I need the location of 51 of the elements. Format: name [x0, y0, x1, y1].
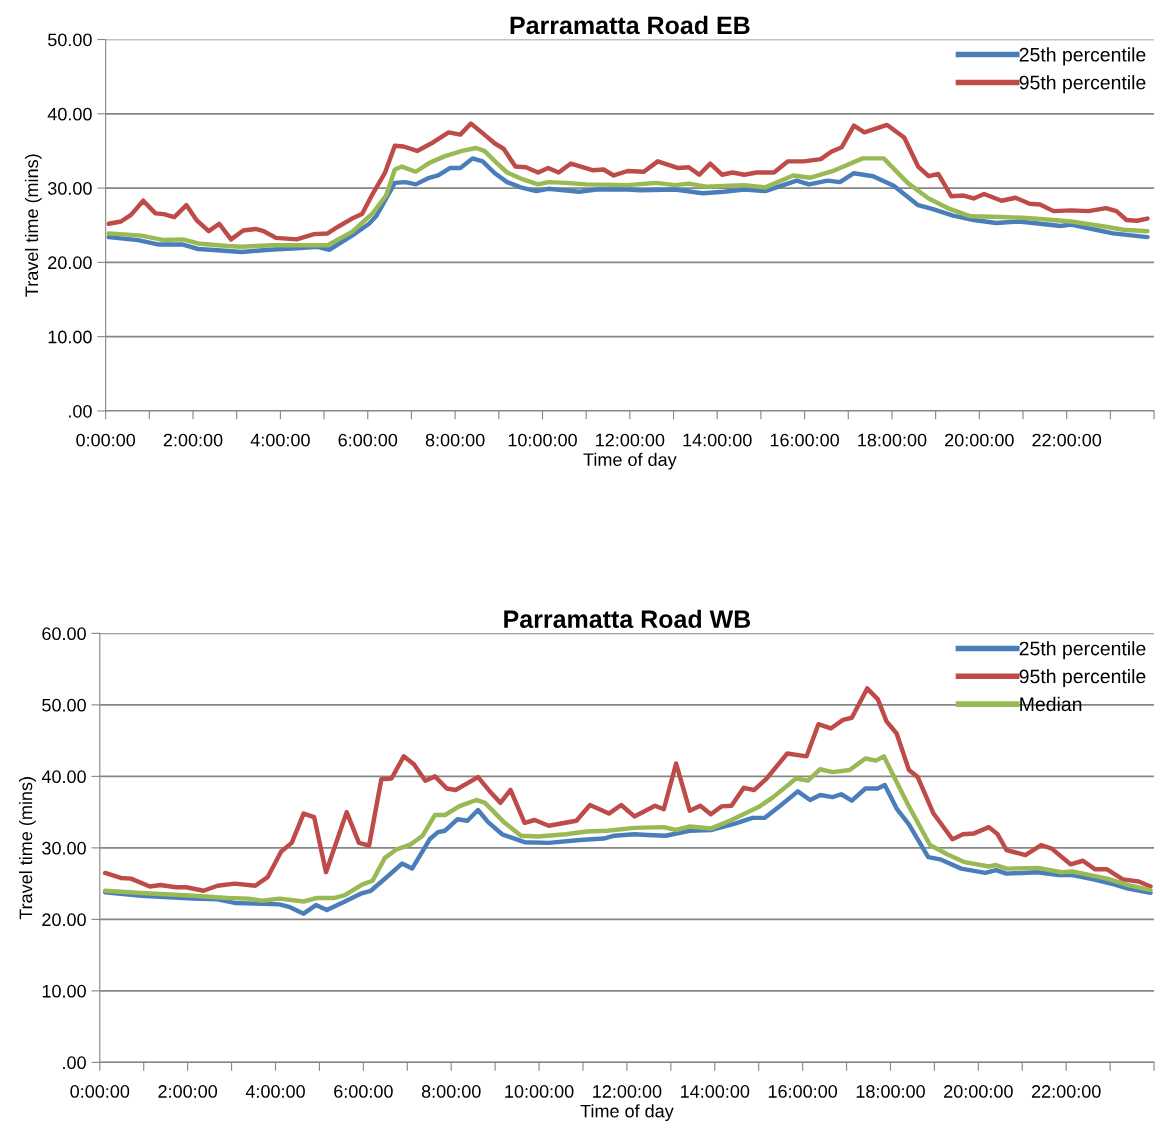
y-tick-label: 60.00 [42, 627, 86, 641]
chart-title: Parramatta Road EB [510, 15, 750, 35]
x-tick-label: 14:00:00 [683, 433, 752, 447]
y-tick-label: 20.00 [48, 256, 92, 270]
x-tick-label: 4:00:00 [245, 1085, 305, 1098]
x-tick-label: 10:00:00 [505, 1085, 574, 1098]
x-tick-label: 8:00:00 [425, 433, 485, 447]
x-tick-label: 12:00:00 [596, 433, 665, 447]
y-axis-title: Travel time (mins) [24, 154, 42, 297]
x-tick-label: 16:00:00 [770, 433, 840, 447]
x-tick-label: 12:00:00 [593, 1085, 662, 1098]
x-axis-title: Time of day [580, 1104, 674, 1122]
x-tick-label: 4:00:00 [250, 433, 310, 447]
x-axis-title: Time of day [583, 452, 677, 470]
y-tick-label: 30.00 [47, 182, 92, 195]
y-tick-label: .00 [63, 1056, 86, 1070]
x-tick-label: 20:00:00 [944, 1085, 1013, 1098]
x-tick-label: 14:00:00 [681, 1085, 750, 1098]
x-tick-label: 18:00:00 [858, 433, 927, 447]
y-tick-label: 40.00 [47, 107, 92, 121]
x-tick-label: 10:00:00 [508, 433, 577, 447]
x-tick-label: 16:00:00 [768, 1085, 838, 1098]
y-tick-label: 10.00 [42, 984, 86, 998]
y-tick-label: 50.00 [48, 33, 92, 47]
y-tick-label: 30.00 [42, 841, 86, 855]
x-tick-label: 6:00:00 [338, 433, 398, 447]
x-tick-label: 2:00:00 [158, 1085, 218, 1098]
x-tick-label: 8:00:00 [421, 1085, 481, 1098]
legend-label: 25th percentile [1019, 641, 1146, 660]
chart-title: Parramatta Road WB [504, 609, 751, 629]
y-tick-label: 10.00 [48, 330, 92, 344]
y-tick-label: .00 [69, 404, 92, 418]
x-tick-label: 18:00:00 [856, 1085, 925, 1098]
x-tick-label: 20:00:00 [945, 433, 1014, 447]
line-series [106, 121, 1150, 242]
legend-label: 95th percentile [1019, 75, 1146, 94]
x-tick-label: 2:00:00 [163, 433, 223, 447]
y-tick-label: 50.00 [42, 698, 86, 712]
y-tick-label: 40.00 [41, 770, 86, 784]
x-tick-label: 22:00:00 [1032, 433, 1102, 447]
x-tick-label: 0:00:00 [70, 1085, 130, 1098]
x-tick-label: 0:00:00 [76, 433, 136, 447]
line-series [106, 156, 1150, 255]
x-tick-label: 22:00:00 [1031, 1085, 1101, 1098]
y-tick-label: 20.00 [42, 913, 86, 927]
legend-label: 95th percentile [1019, 668, 1146, 688]
y-axis-title: Travel time (mins) [19, 777, 36, 920]
legend-label: Median [1020, 696, 1082, 712]
legend-label: 25th percentile [1019, 47, 1146, 66]
line-series [106, 145, 1150, 249]
x-tick-label: 6:00:00 [334, 1085, 393, 1098]
